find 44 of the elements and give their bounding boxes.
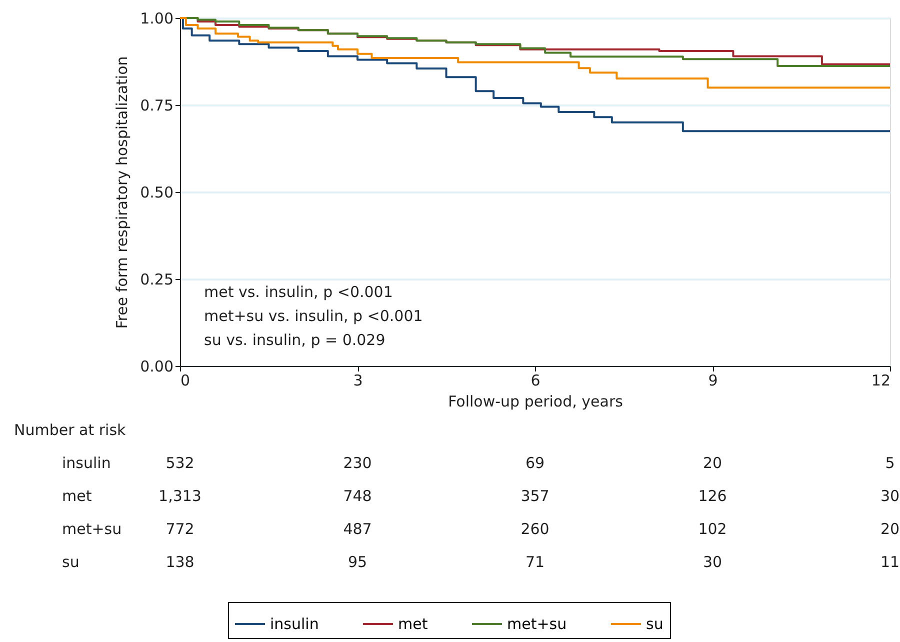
- text: 487: [343, 520, 372, 538]
- text: 20: [880, 520, 900, 538]
- x-tick-label: 6: [530, 372, 540, 390]
- y-tick-label: 0.25: [140, 270, 174, 288]
- text: met: [62, 487, 92, 505]
- text: su: [62, 553, 80, 571]
- text: 5: [885, 454, 895, 472]
- text: 11: [880, 553, 900, 571]
- y-tick-label: 0.75: [140, 96, 174, 114]
- y-axis-title: Free form respiratory hospitalization: [113, 56, 132, 329]
- annotation: su vs. insulin, p = 0.029: [204, 331, 386, 349]
- text: 30: [702, 553, 722, 571]
- text: 126: [698, 487, 727, 505]
- x-tick-label: 3: [353, 372, 363, 390]
- y-tick-label: 0.50: [140, 184, 174, 202]
- text: 102: [698, 520, 727, 538]
- text: 95: [348, 553, 368, 571]
- text: 357: [520, 487, 550, 505]
- legend-label: met+su: [507, 615, 567, 633]
- text: 230: [343, 454, 372, 472]
- legend-label: su: [646, 615, 664, 633]
- text: 69: [525, 454, 545, 472]
- x-tick-label: 9: [708, 372, 718, 390]
- text: 1,313: [158, 487, 202, 505]
- text: 20: [702, 454, 722, 472]
- text: Number at risk: [14, 421, 126, 439]
- text: 772: [166, 520, 194, 538]
- y-tick-label: 0.00: [140, 358, 174, 376]
- text: 532: [166, 454, 194, 472]
- x-tick-label: 12: [871, 372, 890, 390]
- x-axis-title: Follow-up period, years: [448, 392, 624, 410]
- text: 71: [525, 553, 545, 571]
- text: met+su: [62, 520, 122, 538]
- legend-label: insulin: [270, 615, 319, 633]
- annotation: met+su vs. insulin, p <0.001: [204, 307, 423, 325]
- x-tick-label: 0: [180, 372, 190, 390]
- legend-label: met: [398, 615, 428, 633]
- text: 30: [880, 487, 900, 505]
- y-tick-label: 1.00: [140, 10, 174, 28]
- text: 260: [520, 520, 550, 538]
- text: 748: [343, 487, 372, 505]
- text: insulin: [62, 454, 111, 472]
- text: 138: [166, 553, 194, 571]
- annotation: met vs. insulin, p <0.001: [204, 283, 393, 301]
